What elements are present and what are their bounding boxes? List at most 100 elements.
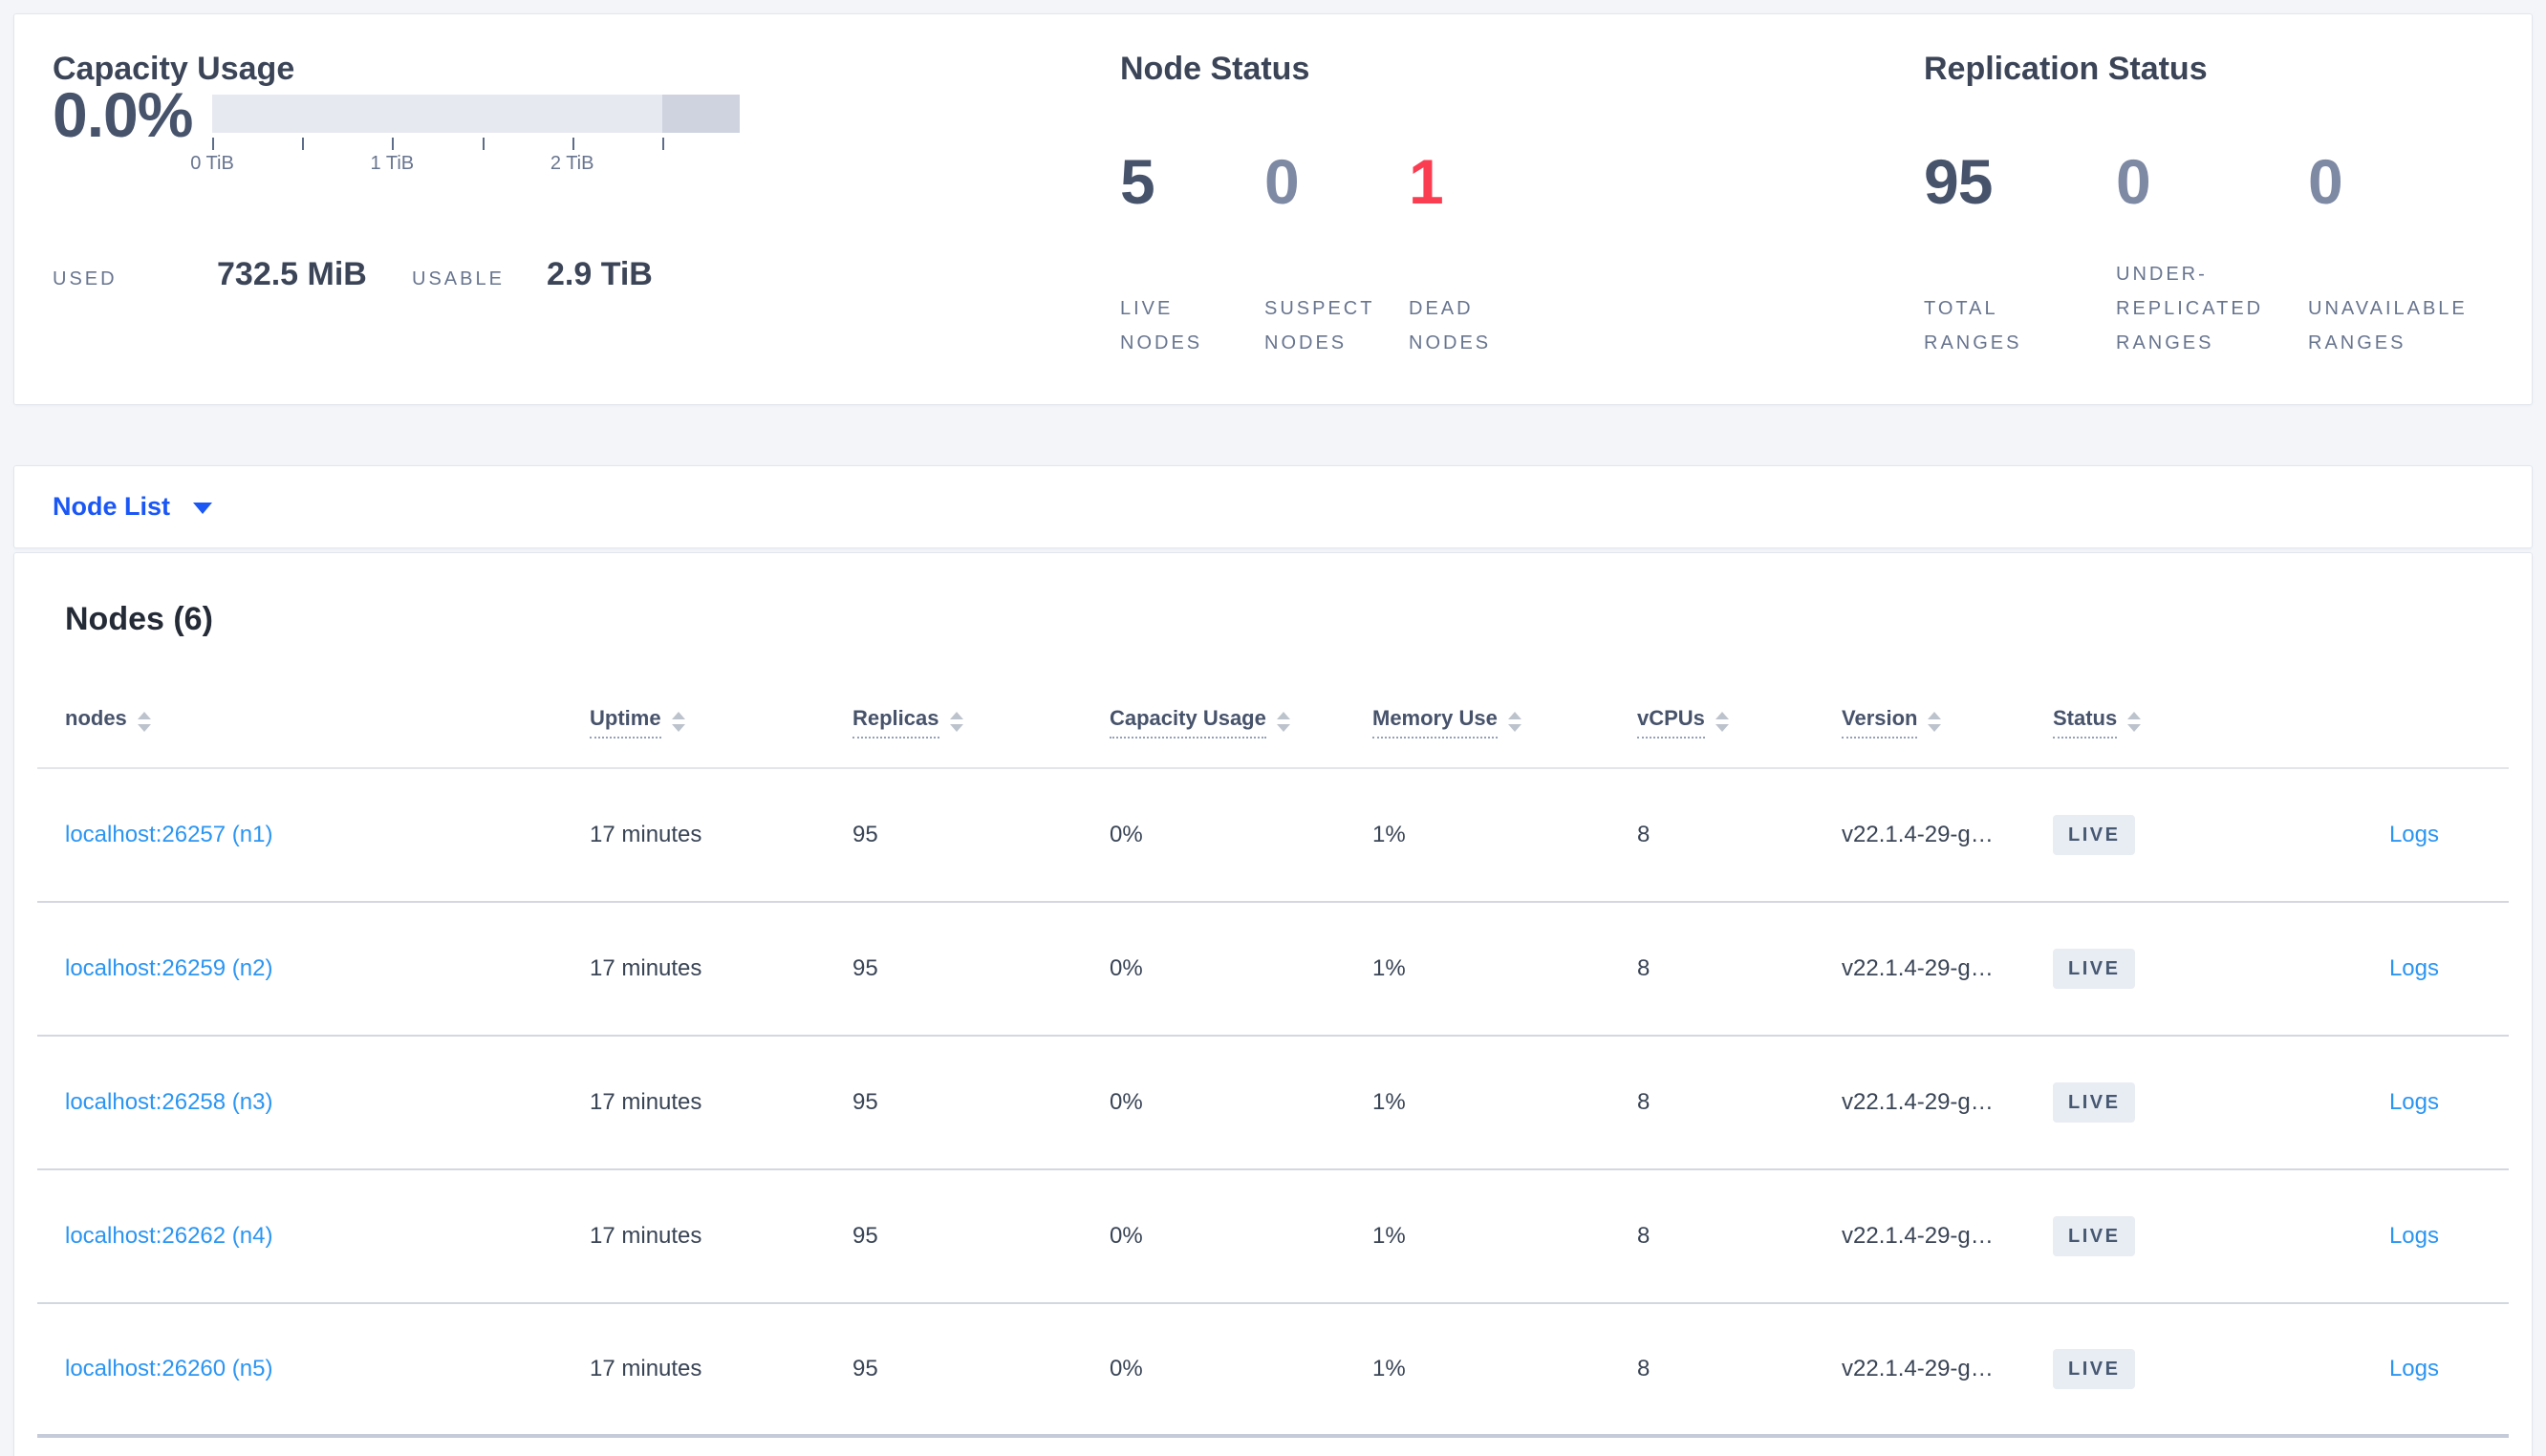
uptime-cell: 17 minutes [590, 1223, 702, 1249]
axis-tick-label: 1 TiB [370, 153, 415, 174]
used-label: USED [53, 268, 118, 289]
memory-use-cell: 1% [1372, 822, 1406, 847]
version-cell: v22.1.4-29-g… [1842, 955, 1994, 981]
nodes-table-header: nodes Uptime Replicas Capacity Usage Mem… [37, 708, 2509, 769]
column-header-replicas[interactable]: Replicas [852, 708, 1110, 739]
logs-link[interactable]: Logs [2388, 1356, 2439, 1381]
capacity-usage-cell: 0% [1110, 1356, 1143, 1381]
vcpus-cell: 8 [1637, 822, 1651, 847]
uptime-cell: 17 minutes [590, 1089, 702, 1115]
replicas-cell: 95 [852, 1223, 878, 1249]
table-row: localhost:26258 (n3) 17 minutes 95 0% 1%… [37, 1037, 2509, 1170]
nodes-table-panel: Nodes (6) nodes Uptime Replicas Capacity… [13, 552, 2533, 1456]
column-header-memory-use[interactable]: Memory Use [1372, 708, 1637, 739]
unavailable-ranges-value: 0 [2308, 146, 2343, 217]
vcpus-cell: 8 [1637, 1356, 1651, 1381]
status-badge: LIVE [2053, 1349, 2136, 1389]
under-replicated-ranges-value: 0 [2116, 146, 2151, 217]
uptime-cell: 17 minutes [590, 1356, 702, 1381]
stat-dead-nodes: 1 DEAD NODES [1409, 146, 1553, 360]
stat-suspect-nodes: 0 SUSPECT NODES [1264, 146, 1409, 360]
capacity-bar-reserved-segment [661, 95, 740, 133]
version-cell: v22.1.4-29-g… [1842, 1223, 1994, 1249]
node-address-link[interactable]: localhost:26262 (n4) [65, 1223, 273, 1249]
column-header-version[interactable]: Version [1842, 708, 2053, 739]
node-address-link[interactable]: localhost:26257 (n1) [65, 822, 273, 847]
version-cell: v22.1.4-29-g… [1842, 1089, 1994, 1115]
node-list-dropdown[interactable]: Node List [53, 492, 213, 522]
dead-nodes-label: DEAD NODES [1409, 298, 1492, 353]
axis-tick [482, 138, 485, 150]
axis-tick-label: 2 TiB [550, 153, 594, 174]
vcpus-cell: 8 [1637, 955, 1651, 981]
under-replicated-ranges-label: UNDER- REPLICATED RANGES [2116, 264, 2264, 353]
axis-tick-label: 0 TiB [190, 153, 234, 174]
nodes-table-body: localhost:26257 (n1) 17 minutes 95 0% 1%… [37, 769, 2509, 1438]
replication-status-section: Replication Status 95 TOTAL RANGES 0 UNDE… [1924, 53, 2493, 360]
memory-use-cell: 1% [1372, 1356, 1406, 1381]
capacity-axis-labels: 0 TiB 1 TiB 2 TiB [190, 153, 740, 176]
column-header-nodes[interactable]: nodes [37, 708, 590, 739]
node-address-link[interactable]: localhost:26260 (n5) [65, 1356, 273, 1381]
total-ranges-value: 95 [1924, 146, 1993, 217]
table-row: localhost:26260 (n5) 17 minutes 95 0% 1%… [37, 1304, 2509, 1438]
column-header-vcpus[interactable]: vCPUs [1637, 708, 1842, 739]
uptime-cell: 17 minutes [590, 822, 702, 847]
version-cell: v22.1.4-29-g… [1842, 1356, 1994, 1381]
status-badge: LIVE [2053, 949, 2136, 989]
replicas-cell: 95 [852, 1089, 878, 1115]
capacity-usage-cell: 0% [1110, 1089, 1143, 1115]
axis-tick [661, 138, 664, 150]
vcpus-cell: 8 [1637, 1089, 1651, 1115]
memory-use-cell: 1% [1372, 1223, 1406, 1249]
capacity-used-percent: 0.0% [53, 79, 193, 150]
suspect-nodes-label: SUSPECT NODES [1264, 298, 1375, 353]
view-selector-bar: Node List [13, 465, 2533, 548]
column-header-capacity-usage[interactable]: Capacity Usage [1110, 708, 1372, 739]
replicas-cell: 95 [852, 955, 878, 981]
dead-nodes-value: 1 [1409, 146, 1444, 217]
usable-label: USABLE [412, 268, 505, 289]
column-header-status[interactable]: Status [2053, 708, 2246, 739]
stat-unavailable-ranges: 0 UNAVAILABLE RANGES [2308, 146, 2468, 360]
uptime-cell: 17 minutes [590, 955, 702, 981]
chevron-down-icon [193, 503, 213, 514]
sort-icon [671, 711, 685, 732]
node-status-section: Node Status 5 LIVE NODES 0 SUSPECT NODES 1… [1120, 53, 1924, 360]
memory-use-cell: 1% [1372, 955, 1406, 981]
column-header-uptime[interactable]: Uptime [590, 708, 852, 739]
capacity-axis-ticks [212, 133, 740, 150]
axis-tick [212, 138, 214, 150]
cluster-summary-panel: Capacity Usage 0.0% 0 TiB 1 TiB 2 TiB USED… [13, 13, 2533, 405]
sort-icon [1276, 711, 1290, 732]
capacity-usage-section: Capacity Usage 0.0% 0 TiB 1 TiB 2 TiB USED… [53, 53, 1120, 360]
live-nodes-value: 5 [1120, 146, 1155, 217]
status-badge: LIVE [2053, 1082, 2136, 1123]
suspect-nodes-value: 0 [1264, 146, 1300, 217]
logs-link[interactable]: Logs [2388, 955, 2439, 981]
capacity-usage-cell: 0% [1110, 955, 1143, 981]
logs-link[interactable]: Logs [2388, 822, 2439, 847]
sort-icon [1507, 711, 1521, 732]
sort-icon [949, 711, 963, 732]
used-value: 732.5 MiB [217, 256, 367, 292]
logs-link[interactable]: Logs [2388, 1223, 2439, 1249]
sort-icon [1928, 711, 1942, 732]
table-row: localhost:26259 (n2) 17 minutes 95 0% 1%… [37, 903, 2509, 1037]
capacity-usage-bar: 0 TiB 1 TiB 2 TiB [190, 85, 740, 176]
column-header-actions [2246, 718, 2509, 728]
sort-icon [1715, 711, 1729, 732]
replicas-cell: 95 [852, 822, 878, 847]
usable-value: 2.9 TiB [547, 256, 653, 292]
capacity-bar-usable-segment [212, 95, 662, 133]
capacity-usage-cell: 0% [1110, 822, 1143, 847]
live-nodes-label: LIVE NODES [1120, 298, 1203, 353]
axis-tick [572, 138, 574, 150]
vcpus-cell: 8 [1637, 1223, 1651, 1249]
total-ranges-label: TOTAL RANGES [1924, 298, 2022, 353]
replicas-cell: 95 [852, 1356, 878, 1381]
status-badge: LIVE [2053, 815, 2136, 855]
node-address-link[interactable]: localhost:26258 (n3) [65, 1089, 273, 1115]
node-address-link[interactable]: localhost:26259 (n2) [65, 955, 273, 981]
logs-link[interactable]: Logs [2388, 1089, 2439, 1115]
